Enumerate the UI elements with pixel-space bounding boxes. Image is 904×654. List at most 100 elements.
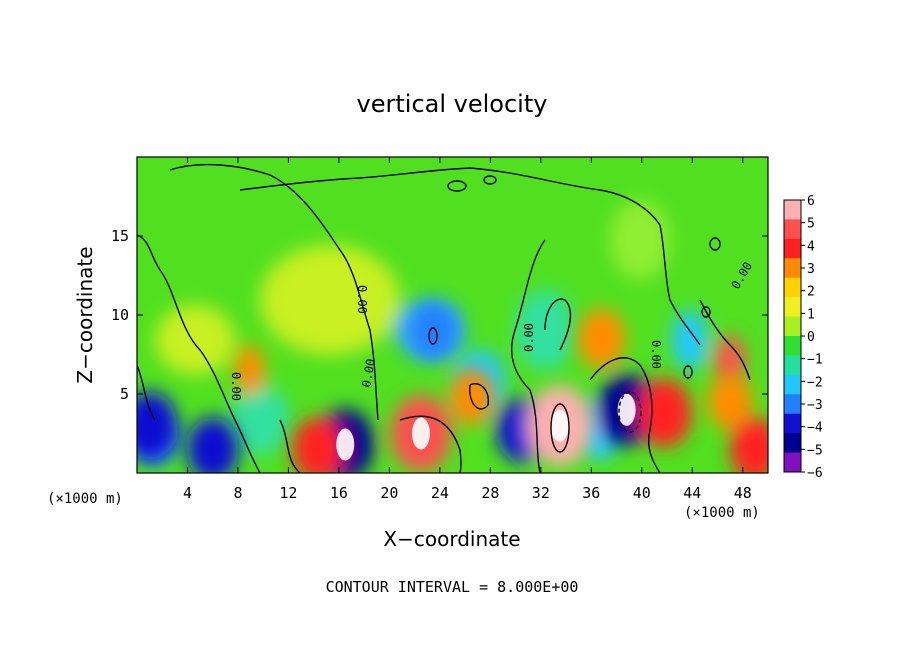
colorbar-swatch <box>784 394 801 415</box>
colorbar-swatch <box>784 316 801 337</box>
contour-loop <box>483 175 497 185</box>
feature-blob <box>707 373 753 430</box>
contour-loop <box>447 180 467 192</box>
contour-line <box>659 224 701 346</box>
colorbar-swatch <box>784 297 801 318</box>
feature-core <box>617 393 636 426</box>
contour-line <box>137 364 156 421</box>
contour-line <box>239 167 661 226</box>
x-tick-label: 28 <box>481 484 499 502</box>
feature-blob <box>291 417 344 473</box>
x-tick-label: 36 <box>582 484 600 502</box>
core-layer <box>336 393 636 461</box>
colorbar-label: 2 <box>807 285 815 300</box>
colorbar-label: 4 <box>807 239 815 254</box>
colorbar-label: −3 <box>807 398 823 413</box>
contour-line <box>544 298 572 351</box>
contour-interval-footer: CONTOUR INTERVAL = 8.000E+00 <box>326 578 579 596</box>
y-tick-label: 15 <box>111 227 129 245</box>
colorbar-swatch <box>784 238 801 259</box>
colorbar-swatch <box>784 433 801 454</box>
colorbar-label: 6 <box>807 194 815 209</box>
feature-blob <box>449 369 494 426</box>
colorbar-swatch <box>784 258 801 279</box>
contour-label: 0.00 <box>359 358 378 389</box>
x-unit-right: (×1000 m) <box>684 505 760 521</box>
contour-line <box>279 419 301 473</box>
field-blob <box>672 310 708 370</box>
feature-blob <box>137 391 177 460</box>
x-tick-label: 16 <box>330 484 348 502</box>
x-tick-label: 8 <box>233 484 242 502</box>
contour-line <box>137 234 261 473</box>
colorbar-swatch <box>784 355 801 376</box>
contour-line <box>469 383 489 410</box>
x-tick-label: 48 <box>734 484 752 502</box>
contour-label: 0.00 <box>229 372 243 401</box>
field-blob <box>260 245 400 355</box>
contour-label: 0.00 <box>522 323 536 352</box>
x-tick-label: 40 <box>633 484 651 502</box>
feature-core <box>336 428 355 461</box>
contour-loop <box>618 391 642 433</box>
contour-loop <box>683 365 693 379</box>
feature-blob <box>187 417 239 473</box>
x-tick-label: 4 <box>183 484 192 502</box>
y-axis-label: Z−coordinate <box>73 246 97 383</box>
colorbar-label: −6 <box>807 466 823 481</box>
colorbar-label: 3 <box>807 262 815 277</box>
colorbar-swatch <box>784 413 801 434</box>
contour-loop <box>428 327 438 345</box>
contour-line <box>511 239 546 473</box>
x-tick-label: 12 <box>279 484 297 502</box>
feature-blob <box>637 378 692 447</box>
colorbar-swatch <box>784 277 801 298</box>
contour-label: 0.00 <box>355 285 369 314</box>
x-tick-label: 20 <box>380 484 398 502</box>
contour-line <box>399 415 462 473</box>
x-axis: 4 8 12 16 20 24 28 32 36 40 44 48 <box>183 157 752 502</box>
colorbar-swatch <box>784 374 801 395</box>
colorbar-label: 1 <box>807 307 815 322</box>
colorbar-label: 0 <box>807 330 815 345</box>
feature-layer <box>137 302 768 473</box>
y-tick-label: 5 <box>120 385 129 403</box>
contour-label: 0.00 <box>649 340 663 369</box>
colorbar-label: −1 <box>807 353 823 368</box>
field-blob <box>235 345 265 395</box>
field-blob <box>155 305 235 375</box>
colorbar-swatch <box>784 336 801 356</box>
contour-loop <box>709 237 721 251</box>
y-tick-label: 10 <box>111 306 129 324</box>
feature-core <box>550 409 569 442</box>
zero-contours <box>137 163 751 473</box>
plot-area: 0.00 0.00 0.00 0.00 0.00 0.00 <box>137 157 768 473</box>
contour-line <box>589 357 661 473</box>
contour-line <box>169 163 379 421</box>
x-tick-label: 32 <box>532 484 550 502</box>
x-axis-label: X−coordinate <box>383 527 520 551</box>
field-blob <box>230 385 290 455</box>
contour-loop <box>701 306 711 318</box>
feature-blob <box>411 302 456 359</box>
colorbar-swatch <box>784 452 801 473</box>
feature-blob <box>729 417 768 473</box>
field-blob <box>610 200 670 280</box>
field-blob <box>715 335 745 385</box>
x-tick-label: 24 <box>431 484 449 502</box>
contour-loop <box>550 403 570 453</box>
feature-blob <box>577 308 626 369</box>
feature-core <box>411 417 430 450</box>
colorbar-label: 5 <box>807 217 815 232</box>
x-tick-label: 44 <box>683 484 701 502</box>
x-unit-left: (×1000 m) <box>47 491 123 507</box>
chart-title: vertical velocity <box>357 90 548 118</box>
colorbar-swatch <box>784 200 801 220</box>
colorbar-swatch <box>784 219 801 240</box>
colorbar: 6 5 4 3 2 1 0 −1 −2 −3 −4 −5 −6 <box>783 194 823 481</box>
colorbar-label: −2 <box>807 375 823 390</box>
y-axis: 5 10 15 <box>111 227 768 403</box>
colorbar-label: −4 <box>807 421 823 436</box>
colorbar-label: −5 <box>807 443 823 458</box>
